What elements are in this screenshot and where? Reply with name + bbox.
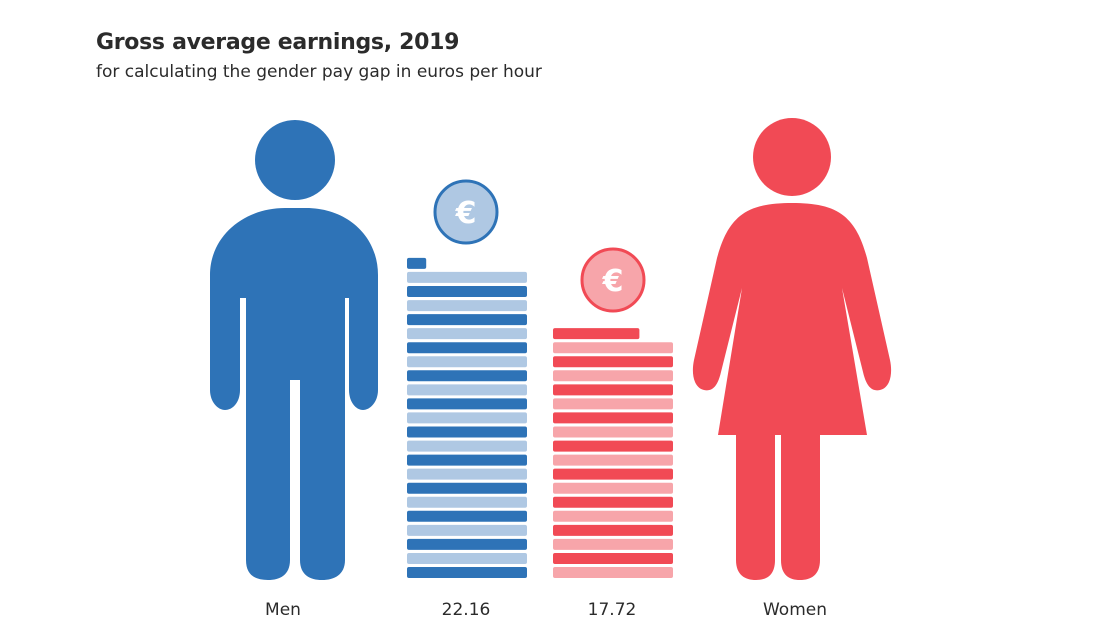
coin-layer — [407, 384, 527, 396]
coin-layer — [553, 426, 673, 438]
coin-layer — [553, 510, 673, 522]
coin-layer — [407, 286, 527, 297]
coin-layer — [407, 342, 527, 354]
men-euro-coin: € — [433, 179, 499, 245]
coin-layer — [407, 271, 527, 283]
coin-layer — [407, 328, 527, 340]
value-label-women: 17.72 — [588, 600, 637, 620]
coin-layer — [407, 454, 527, 466]
coin-layer — [407, 553, 527, 564]
coin-layer — [553, 356, 673, 368]
coin-layer — [553, 384, 673, 396]
chart-title: Gross average earnings, 2019 — [96, 30, 460, 55]
coin-layer — [407, 300, 527, 312]
category-label-men: Men — [265, 600, 301, 620]
category-label-women: Women — [763, 600, 827, 620]
coin-layer — [407, 356, 527, 368]
coin-layer — [553, 524, 673, 536]
women-euro-coin: € — [580, 247, 646, 313]
coin-layer — [407, 314, 527, 326]
coin-layer — [553, 468, 673, 480]
coin-layer — [407, 567, 527, 578]
coin-layer — [553, 454, 673, 466]
coin-layer — [553, 538, 673, 550]
coin-layer — [407, 440, 527, 452]
coin-layer — [407, 398, 527, 410]
coin-layer — [407, 482, 527, 494]
coin-layer — [553, 342, 673, 354]
women-coin-stack — [553, 328, 673, 578]
coin-layer — [553, 440, 673, 452]
coin-layer — [407, 496, 527, 508]
coin-layer — [407, 468, 527, 480]
coin-layer-partial — [553, 328, 640, 340]
coin-layer — [407, 524, 527, 536]
coin-layer — [553, 398, 673, 410]
euro-icon: € — [602, 264, 624, 299]
coin-layer — [407, 426, 527, 438]
coin-layer — [407, 412, 527, 424]
coin-layer — [407, 370, 527, 382]
coin-layer-partial — [407, 257, 427, 269]
woman-icon — [692, 118, 892, 580]
man-icon — [210, 120, 378, 580]
coin-layer — [553, 482, 673, 494]
coin-layer — [553, 567, 673, 578]
euro-icon: € — [455, 196, 477, 231]
value-label-men: 22.16 — [442, 600, 491, 620]
chart-subtitle: for calculating the gender pay gap in eu… — [96, 62, 542, 82]
coin-layer — [553, 496, 673, 508]
coin-layer — [407, 538, 527, 550]
men-coin-stack — [407, 257, 527, 578]
coin-layer — [553, 412, 673, 424]
coin-layer — [407, 510, 527, 522]
coin-layer — [553, 370, 673, 382]
coin-layer — [553, 553, 673, 564]
